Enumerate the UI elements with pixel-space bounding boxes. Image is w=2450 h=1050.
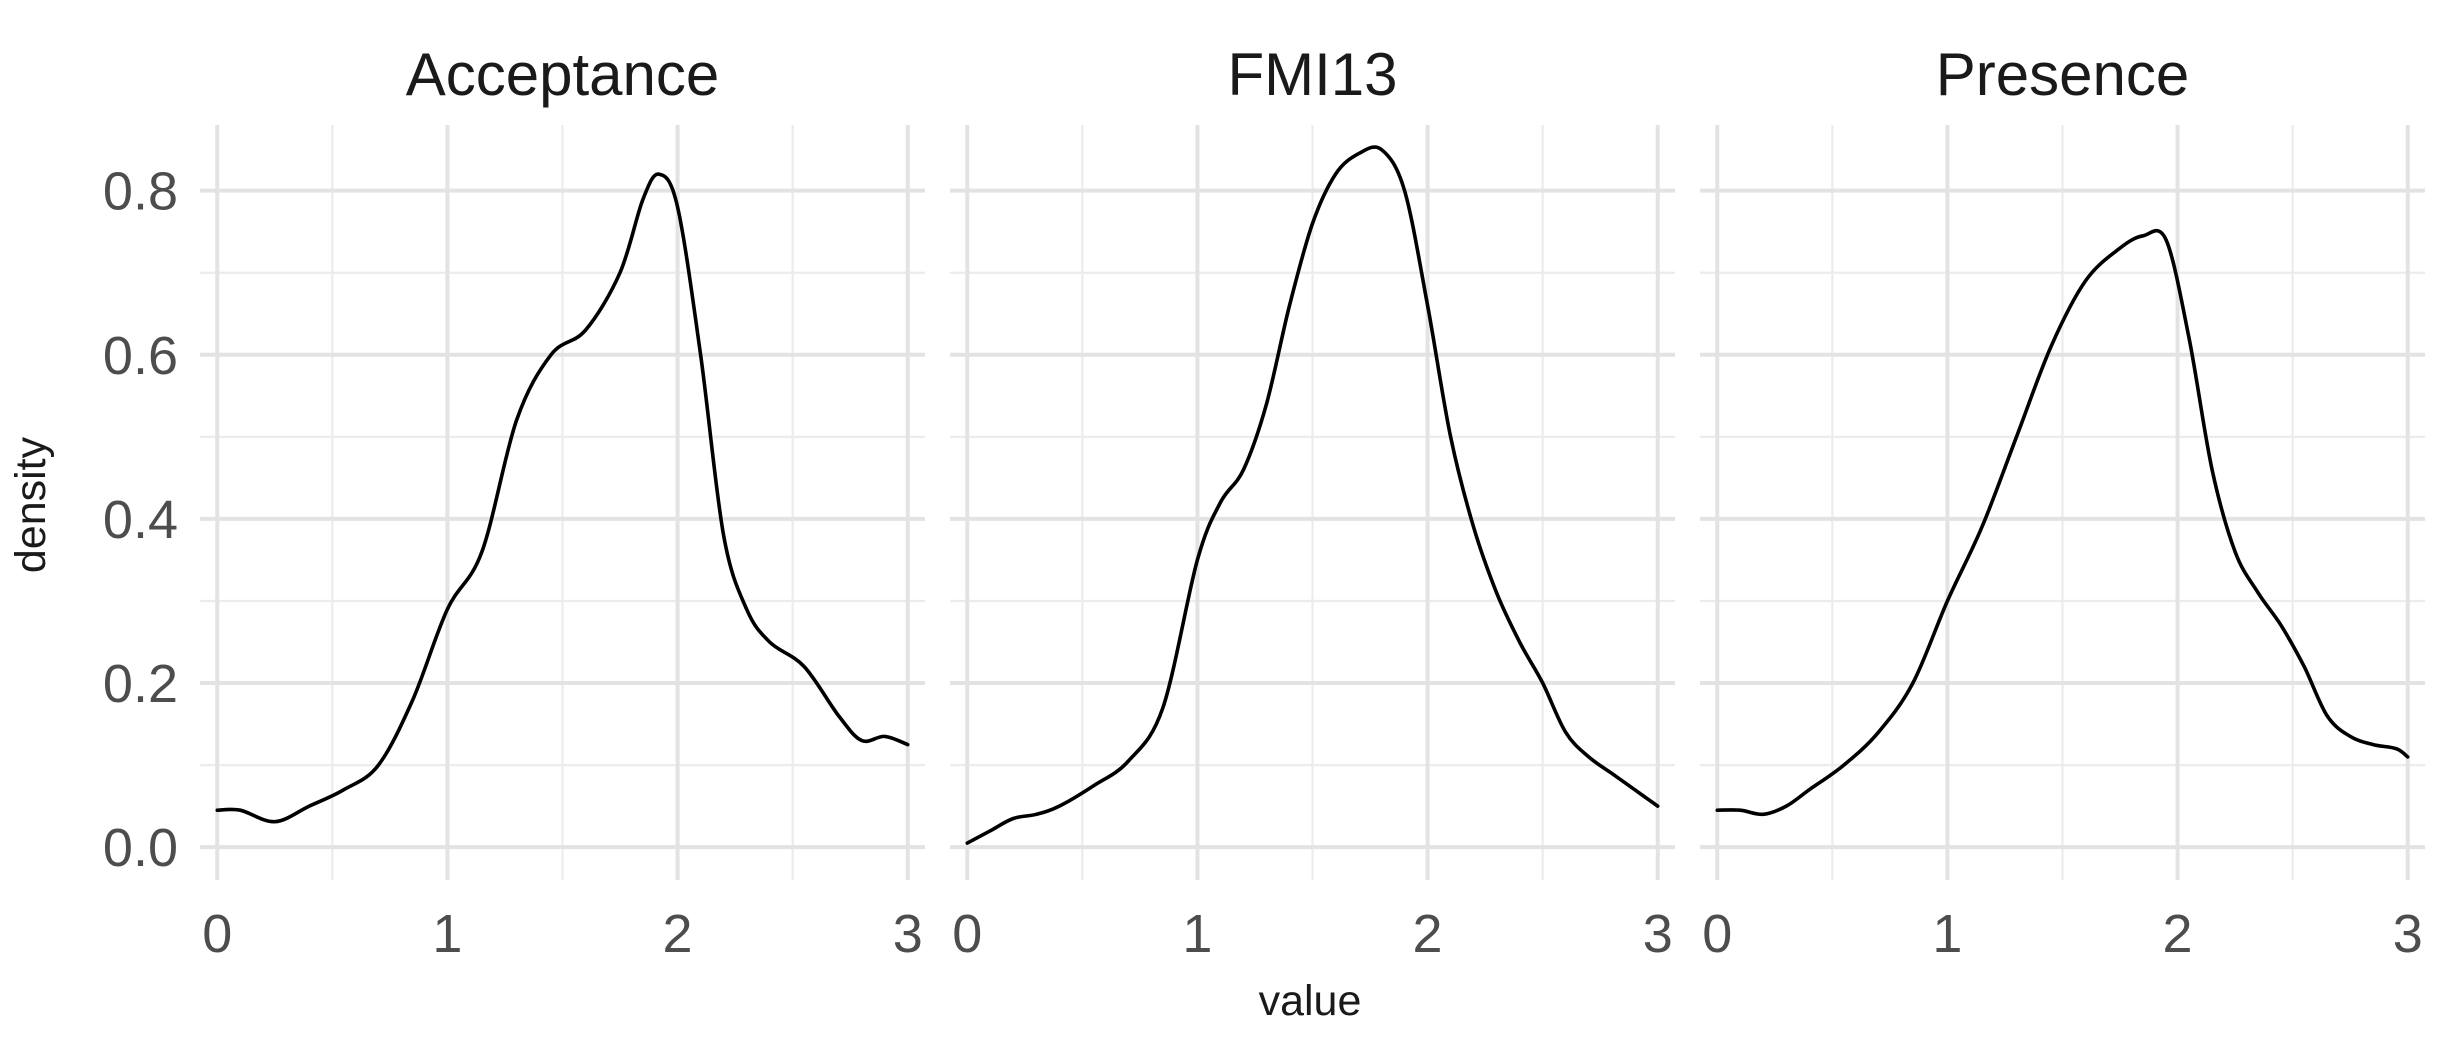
x-tick-label: 3 xyxy=(893,904,923,964)
y-tick-label: 0.6 xyxy=(103,326,178,386)
x-tick-label: 0 xyxy=(1702,904,1732,964)
density-curve-fmi13 xyxy=(965,145,1660,845)
facet-panel-presence: Presence 0 1 2 3 xyxy=(1700,41,2425,964)
x-tick-label: 1 xyxy=(1182,904,1212,964)
y-tick-label: 0.4 xyxy=(103,490,178,550)
x-tick-label: 0 xyxy=(202,904,232,964)
x-tick-label: 2 xyxy=(663,904,693,964)
x-tick-label: 2 xyxy=(2163,904,2193,964)
y-tick-label: 0.2 xyxy=(103,654,178,714)
x-tick-label: 1 xyxy=(432,904,462,964)
x-tick-label: 2 xyxy=(1413,904,1443,964)
x-tick-label: 1 xyxy=(1932,904,1962,964)
y-tick-label: 0.0 xyxy=(103,818,178,878)
density-curve-presence xyxy=(1715,228,2410,817)
facet-panel-acceptance: Acceptance 0 1 2 3 xyxy=(200,41,925,964)
y-axis-title: density xyxy=(7,436,55,573)
density-curve-acceptance xyxy=(215,172,910,824)
facet-title: Acceptance xyxy=(406,41,720,108)
facet-title: Presence xyxy=(1936,41,2189,108)
x-tick-label: 3 xyxy=(2393,904,2423,964)
facet-title: FMI13 xyxy=(1227,41,1397,108)
facet-panel-fmi13: FMI13 0 1 2 3 xyxy=(950,41,1675,964)
x-tick-label: 0 xyxy=(952,904,982,964)
x-axis-title: value xyxy=(1259,977,1362,1025)
x-tick-label: 3 xyxy=(1643,904,1673,964)
y-tick-label: 0.8 xyxy=(103,162,178,222)
